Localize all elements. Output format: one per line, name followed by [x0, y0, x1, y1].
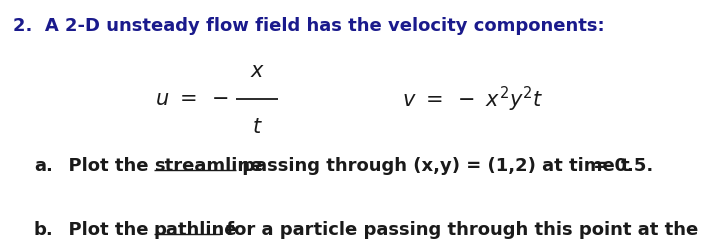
Text: 2.  A 2-D unsteady flow field has the velocity components:: 2. A 2-D unsteady flow field has the vel…	[13, 17, 604, 35]
Text: Plot the: Plot the	[56, 220, 155, 238]
Text: for a particle passing through this point at the same: for a particle passing through this poin…	[220, 220, 705, 238]
Text: $\mathit{u}\ =\ -$: $\mathit{u}\ =\ -$	[155, 89, 229, 109]
Text: streamline: streamline	[154, 157, 262, 175]
Text: $\mathit{t}$: $\mathit{t}$	[252, 117, 263, 137]
Text: pathline: pathline	[154, 220, 237, 238]
Text: b.: b.	[34, 220, 54, 238]
Text: a.: a.	[34, 157, 53, 175]
Text: passing through (x,y) = (1,2) at time t: passing through (x,y) = (1,2) at time t	[236, 157, 630, 175]
Text: Plot the: Plot the	[56, 157, 155, 175]
Text: = 0.5.: = 0.5.	[587, 157, 654, 175]
Text: $\mathit{x}$: $\mathit{x}$	[250, 61, 265, 81]
Text: $\mathit{v}\ =\ -\ \mathit{x}^2\mathit{y}^2\mathit{t}$: $\mathit{v}\ =\ -\ \mathit{x}^2\mathit{y…	[402, 85, 543, 114]
